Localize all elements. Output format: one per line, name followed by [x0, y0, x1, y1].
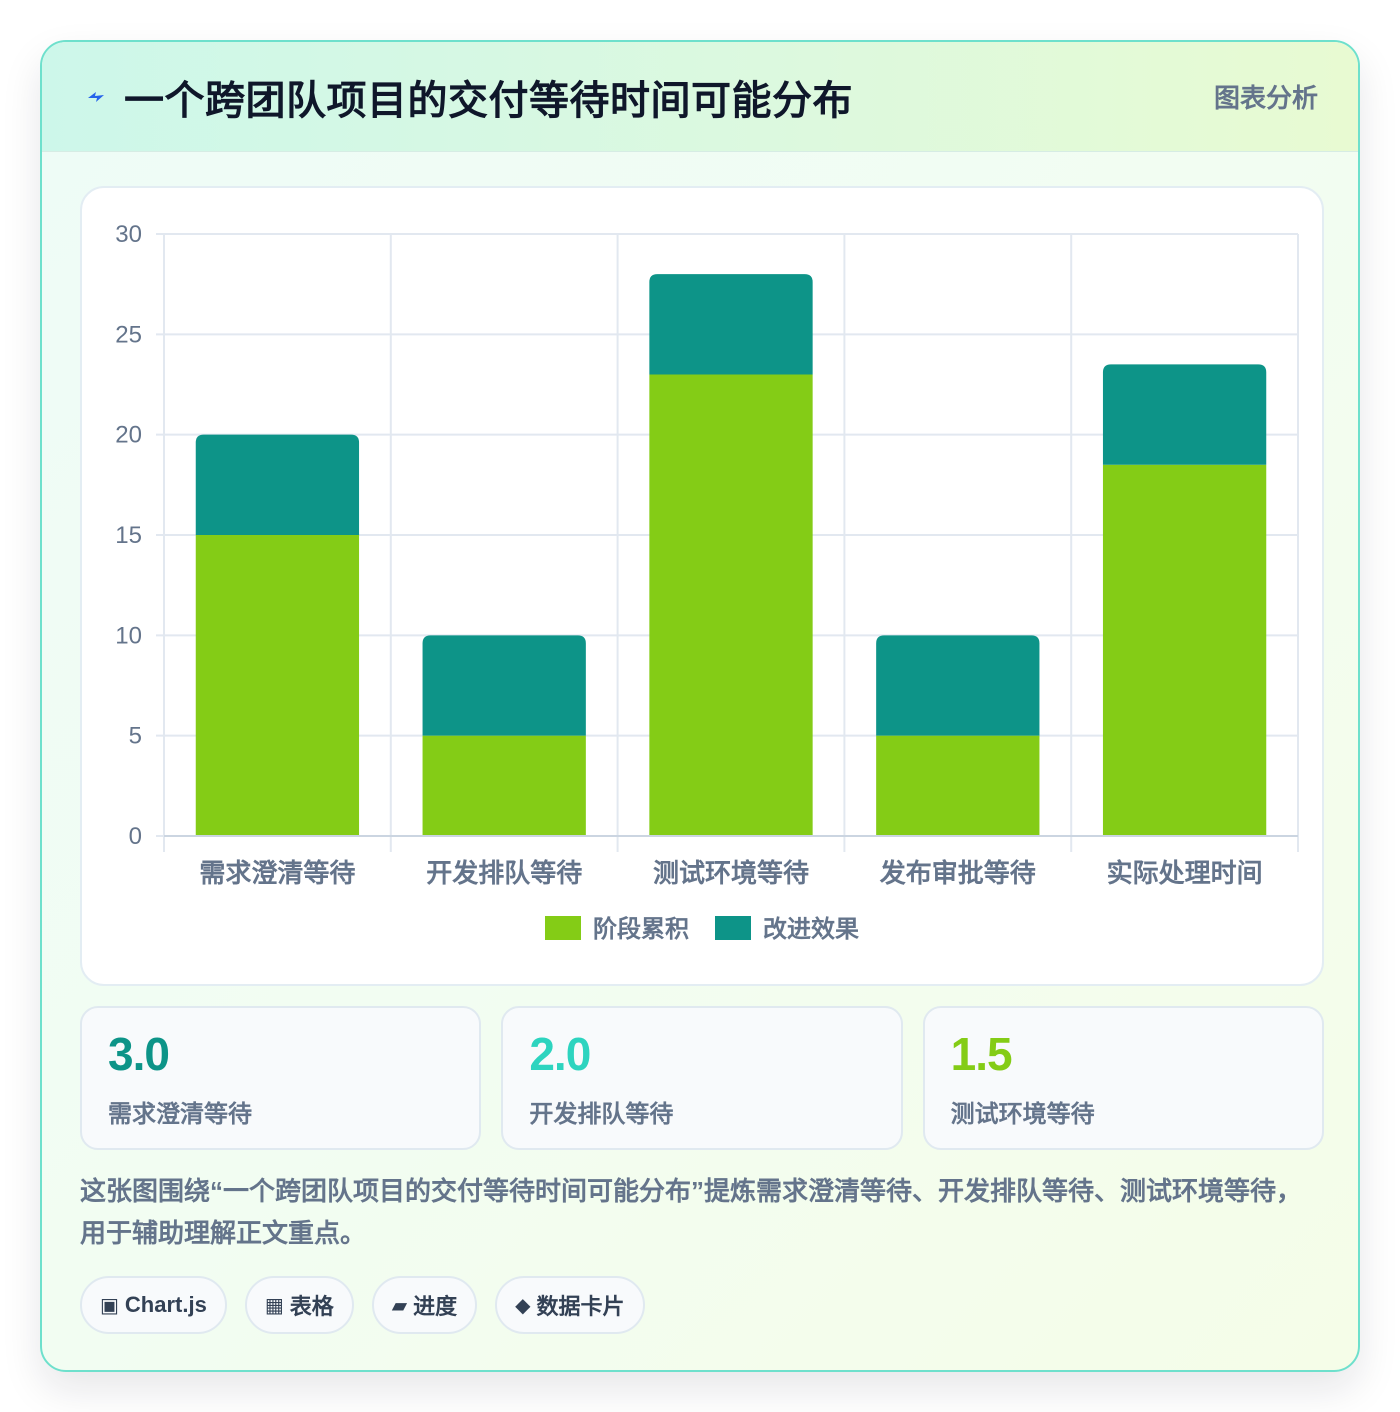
y-tick-label: 25 — [115, 321, 142, 348]
tag-chartjs[interactable]: ▣ Chart.js — [80, 1276, 227, 1334]
bar-segment — [1102, 464, 1267, 836]
tag-label: 表格 — [289, 1294, 334, 1319]
stat-value: 2.0 — [529, 1028, 591, 1080]
x-tick-label: 测试环境等待 — [653, 858, 809, 888]
stat-value: 3.0 — [108, 1028, 170, 1080]
bar-segment — [876, 635, 1040, 736]
legend-label: 阶段累积 — [593, 915, 689, 943]
y-tick-label: 5 — [129, 723, 142, 750]
tag-data-card[interactable]: ◆ 数据卡片 — [495, 1276, 645, 1334]
chart-description: 这张图围绕“一个跨团队项目的交付等待时间可能分布”提炼需求澄清等待、开发排队等待… — [80, 1176, 1303, 1248]
legend-label: 改进效果 — [763, 915, 859, 943]
card-tag: 图表分析 — [1213, 83, 1318, 113]
stat-label: 需求澄清等待 — [108, 1101, 252, 1128]
bar-segment — [649, 274, 813, 375]
tag-table[interactable]: ▦ 表格 — [244, 1276, 354, 1334]
stat-label: 测试环境等待 — [950, 1101, 1095, 1128]
bar-segment — [195, 535, 360, 836]
y-tick-label: 15 — [115, 522, 142, 549]
legend-swatch — [545, 916, 581, 940]
stat-card: 1.5 测试环境等待 — [922, 1006, 1324, 1150]
y-tick-label: 0 — [129, 823, 142, 850]
card-title: 一个跨团队项目的交付等待时间可能分布 — [124, 78, 853, 123]
tag-progress[interactable]: ▰ 进度 — [371, 1276, 478, 1334]
chart-card: 一个跨团队项目的交付等待时间可能分布 图表分析 0 5 10 15 20 25 30 需求澄清… — [40, 40, 1360, 1372]
x-tick-label: 开发排队等待 — [426, 858, 582, 888]
card-header: 一个跨团队项目的交付等待时间可能分布 图表分析 — [42, 42, 1358, 152]
bar-segment — [422, 635, 586, 736]
y-tick-label: 10 — [115, 622, 142, 649]
tag-label: Chart.js — [124, 1292, 207, 1317]
legend-swatch — [715, 916, 751, 940]
stat-card: 3.0 需求澄清等待 — [80, 1006, 482, 1150]
y-tick-label: 30 — [115, 221, 142, 248]
bar-segment — [1102, 364, 1267, 465]
bar-segment — [649, 374, 813, 836]
x-tick-label: 发布审批等待 — [879, 858, 1036, 888]
stat-label: 开发排队等待 — [529, 1101, 674, 1128]
bar-segment — [422, 735, 586, 836]
bolt-icon — [82, 83, 110, 111]
chart-panel: 0 5 10 15 20 25 30 需求澄清等待 开发排队等待 测试环境等待 发布审批等待 实际处理… — [80, 186, 1324, 986]
progress-icon: ▰ — [391, 1294, 408, 1317]
tag-label: 数据卡片 — [536, 1294, 625, 1319]
chart-icon: ▣ — [100, 1294, 119, 1317]
stat-cards: 3.0 需求澄清等待 2.0 开发排队等待 1.5 测试环境等待 — [80, 1006, 1324, 1150]
bar-segment — [195, 434, 360, 535]
stat-value: 1.5 — [950, 1028, 1013, 1080]
table-icon: ▦ — [264, 1294, 284, 1317]
x-tick-label: 实际处理时间 — [1107, 858, 1263, 888]
bar-segment — [876, 735, 1040, 836]
x-tick-label: 需求澄清等待 — [199, 858, 355, 888]
tag-list: ▣ Chart.js ▦ 表格 ▰ 进度 ◆ 数据卡片 — [80, 1276, 645, 1334]
diamond-icon: ◆ — [515, 1294, 531, 1317]
stat-card: 2.0 开发排队等待 — [501, 1006, 903, 1150]
y-tick-label: 20 — [115, 422, 142, 449]
stacked-bar-chart: 0 5 10 15 20 25 30 需求澄清等待 开发排队等待 测试环境等待 发布审批等待 实际处理… — [115, 221, 1299, 943]
tag-label: 进度 — [413, 1294, 458, 1319]
